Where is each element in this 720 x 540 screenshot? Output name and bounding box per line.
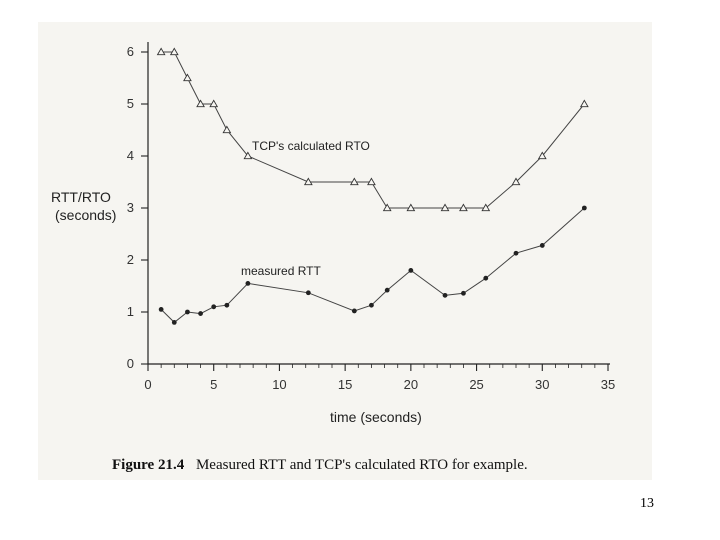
rtt-point (305, 290, 311, 296)
rtt-point (539, 243, 545, 248)
rtt-point (158, 307, 164, 312)
rtt-point (408, 268, 414, 273)
y-tick-label: 0 (127, 356, 134, 371)
rtt-point (513, 250, 519, 256)
rto-point (511, 177, 521, 186)
rtt-point (384, 287, 390, 293)
series-line-rto (161, 51, 585, 209)
figure-caption: Figure 21.4 Measured RTT and TCP's calcu… (112, 457, 528, 473)
rtt-point (198, 311, 203, 316)
series-lines (160, 51, 585, 324)
rto-point (537, 151, 547, 160)
rto-point (579, 99, 589, 108)
markers (156, 47, 589, 325)
ticks: 0 5 10 15 20 25 30 35 0 1 2 3 4 5 6 (127, 44, 615, 392)
rto-point (440, 203, 450, 212)
rtt-point (483, 275, 489, 281)
scanned-figure (38, 22, 652, 480)
rto-point (209, 99, 219, 108)
rto-point (183, 73, 192, 82)
caption-text: Measured RTT and TCP's calculated RTO fo… (196, 457, 528, 473)
y-tick-label: 6 (127, 44, 134, 59)
x-tick-label: 5 (210, 377, 217, 392)
rto-point (367, 177, 376, 186)
rtt-point (369, 302, 374, 308)
y-tick-label: 3 (127, 200, 134, 215)
rto-point (481, 203, 491, 212)
rto-point (156, 47, 166, 56)
rto-point (303, 177, 313, 186)
rtt-point (171, 320, 177, 325)
x-axis-label: time (seconds) (330, 409, 422, 425)
page-number: 13 (640, 496, 654, 511)
rto-point (169, 47, 179, 56)
rtt-point (224, 302, 230, 308)
x-tick-label: 30 (535, 377, 549, 392)
x-tick-label: 10 (272, 377, 286, 392)
y-tick-label: 1 (127, 304, 134, 319)
rto-point (382, 203, 392, 212)
rtt-point (442, 292, 448, 298)
rto-point (196, 99, 205, 108)
x-tick-label: 25 (469, 377, 483, 392)
rtt-point (245, 281, 251, 286)
rtt-point (185, 309, 190, 315)
axes (147, 42, 610, 365)
series-label-rtt: measured RTT (241, 264, 321, 278)
rto-point (349, 177, 359, 186)
x-tick-label: 35 (601, 377, 615, 392)
rtt-point (581, 205, 587, 211)
rtt-point (351, 308, 357, 314)
y-tick-label: 5 (127, 96, 134, 111)
y-axis-label-line2: (seconds) (55, 207, 116, 223)
rto-point (222, 125, 232, 134)
rtt-point (211, 304, 217, 310)
y-tick-label: 2 (127, 252, 134, 267)
rto-point (406, 203, 416, 212)
figure-number: Figure 21.4 (112, 457, 185, 473)
x-tick-label: 0 (144, 377, 151, 392)
rto-point (243, 151, 253, 160)
series-label-rto: TCP's calculated RTO (252, 139, 370, 153)
y-axis-label-line1: RTT/RTO (51, 189, 111, 205)
rto-point (459, 203, 468, 212)
y-tick-label: 4 (127, 148, 134, 163)
x-tick-label: 20 (404, 377, 418, 392)
rtt-point (461, 290, 466, 296)
x-tick-label: 15 (338, 377, 352, 392)
